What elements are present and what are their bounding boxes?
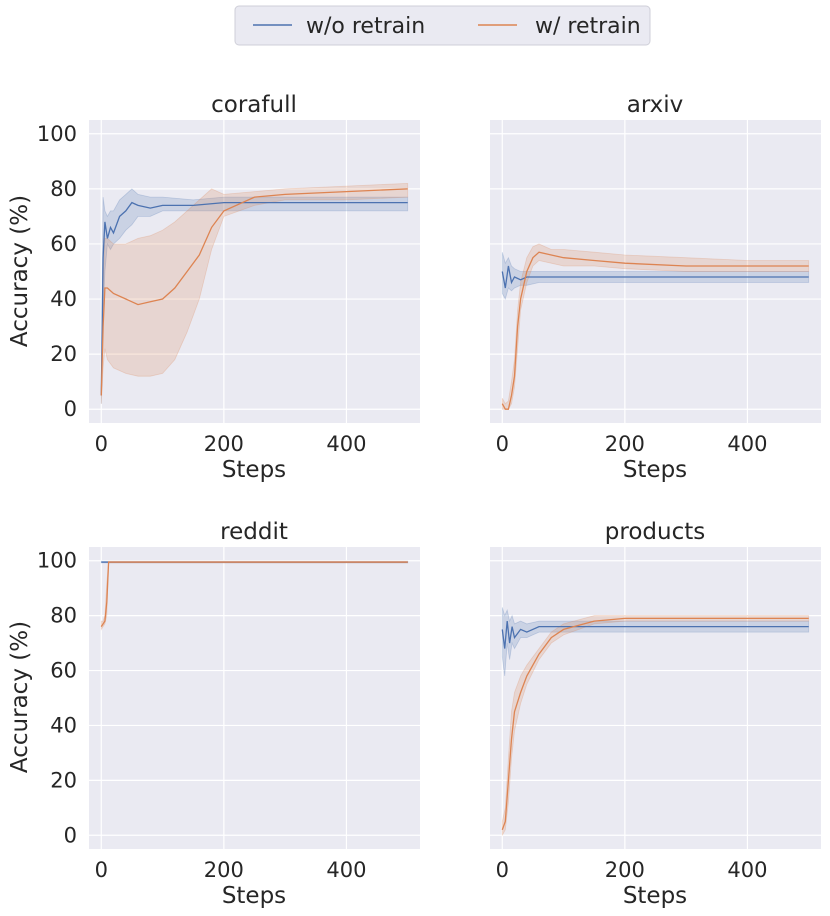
panel-title: corafull [211,92,297,118]
legend-label-w-retrain: w/ retrain [535,14,641,39]
x-axis-label: Steps [623,883,687,909]
y-tick-label: 20 [50,768,77,792]
legend-label-w-o-retrain: w/o retrain [306,14,425,39]
series-line-w-retrain [100,188,408,396]
y-tick-label: 80 [50,604,77,628]
y-tick-label: 40 [50,713,77,737]
confidence-band-w-retrain [501,615,810,836]
x-tick-label: 400 [326,432,366,456]
x-axis-label: Steps [623,457,687,483]
x-tick-label: 0 [95,432,108,456]
y-tick-label: 60 [50,232,77,256]
panel-reddit: 0 200 400 0 20 40 60 80 100 reddit Steps Accurac… [7,519,420,909]
y-tick-label: 0 [64,397,77,421]
y-tick-label: 100 [37,122,77,146]
x-tick-label: 0 [496,432,509,456]
y-axis-label: Accuracy (%) [7,195,33,347]
panel-corafull: 0 200 400 0 20 40 60 80 100 corafull Steps Accur… [7,92,420,483]
panel-title: reddit [220,519,288,545]
y-tick-label: 40 [50,287,77,311]
x-axis-label: Steps [222,883,286,909]
series-line-w-retrain [100,561,408,627]
x-tick-label: 400 [326,858,366,882]
confidence-band-w-retrain [501,243,810,410]
x-tick-label: 200 [204,858,244,882]
x-tick-label: 200 [605,858,645,882]
plot-area [89,547,420,849]
confidence-band-w-o-retrain [501,252,810,301]
plot-area [89,120,420,423]
x-tick-label: 200 [204,432,244,456]
y-tick-label: 100 [37,549,77,573]
confidence-band-w-retrain [100,182,409,404]
plot-area [490,120,821,423]
panel-title: products [605,519,705,545]
x-tick-label: 400 [727,858,767,882]
legend: w/o retrain w/ retrain [234,5,651,46]
y-axis-label: Accuracy (%) [7,621,33,773]
panel-arxiv: 0 200 400 arxiv Steps [490,92,821,483]
x-tick-label: 0 [496,858,509,882]
plot-area [490,547,821,849]
y-tick-label: 80 [50,177,77,201]
x-axis-label: Steps [222,457,286,483]
panel-products: 0 200 400 products Steps [490,519,821,909]
x-tick-label: 200 [605,432,645,456]
legend-box [234,5,651,46]
confidence-band-w-o-retrain [501,607,810,677]
x-tick-label: 0 [95,858,108,882]
series-line-w-retrain [501,617,809,831]
y-tick-label: 20 [50,342,77,366]
x-tick-label: 400 [727,432,767,456]
series-line-w-retrain [501,251,809,410]
panel-title: arxiv [627,92,684,118]
series-line-w-o-retrain [501,621,809,649]
confidence-band-w-o-retrain [100,188,409,404]
y-tick-label: 60 [50,659,77,683]
y-tick-label: 0 [64,823,77,847]
series-line-w-o-retrain [501,265,809,289]
series-line-w-o-retrain [100,201,408,396]
